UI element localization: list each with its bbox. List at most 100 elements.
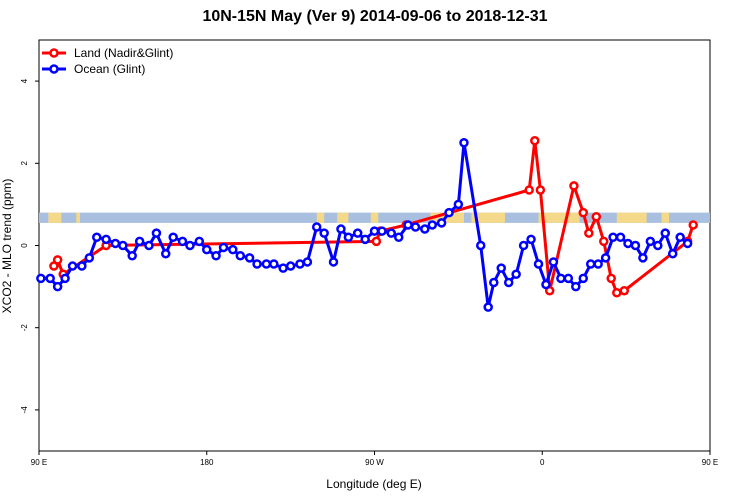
ocean-point — [503, 277, 514, 288]
land-point — [371, 236, 382, 247]
ocean-point — [194, 236, 205, 247]
ocean-point — [436, 218, 447, 228]
ocean-point — [92, 232, 102, 243]
land-segment — [616, 212, 647, 223]
ocean-point — [352, 228, 363, 238]
ocean-point — [608, 232, 618, 243]
y-tick-label: 2 — [20, 161, 29, 166]
land-segment — [370, 212, 379, 223]
ocean-point — [202, 244, 212, 255]
ocean-point — [343, 232, 354, 243]
ocean-legend-label: Ocean (Glint) — [74, 62, 145, 76]
ocean-point — [526, 234, 536, 245]
ocean-point — [328, 257, 339, 267]
ocean-point — [235, 251, 246, 261]
ocean-point — [623, 238, 633, 249]
ocean-point — [548, 257, 559, 267]
ocean-point — [600, 253, 611, 263]
land-point — [606, 273, 616, 284]
ocean-point — [556, 273, 566, 284]
ocean-point — [420, 224, 430, 234]
ocean-point — [302, 257, 313, 267]
ocean-point — [638, 253, 648, 263]
x-tick-label: 180 — [200, 458, 214, 467]
ocean-point — [278, 263, 288, 273]
land-point — [584, 228, 594, 238]
ocean-point — [645, 236, 656, 247]
ocean-point — [475, 240, 486, 251]
x-tick-label: 0 — [540, 458, 545, 467]
land-segment — [471, 212, 505, 223]
x-axis-label: Longitude (deg E) — [326, 477, 421, 491]
ocean-point — [84, 253, 95, 263]
ocean-point — [427, 220, 438, 230]
ocean-point — [511, 269, 521, 280]
ocean-point — [211, 251, 221, 261]
ocean-point — [459, 138, 469, 148]
land-point — [619, 285, 630, 296]
ocean-point — [118, 240, 128, 251]
ocean-point — [585, 259, 596, 269]
ocean-point — [377, 226, 387, 236]
y-tick-label: 4 — [20, 78, 29, 83]
ocean-point — [593, 259, 603, 269]
ocean-point — [252, 259, 262, 269]
ocean-point — [563, 273, 574, 284]
ocean-point — [36, 273, 46, 284]
land-point — [688, 220, 698, 230]
ocean-point — [571, 281, 581, 292]
land-legend-marker — [49, 48, 59, 58]
land-segment — [538, 212, 580, 223]
ocean-point — [228, 244, 238, 255]
land-segment — [76, 212, 81, 223]
land-point — [569, 181, 579, 191]
ocean-point — [67, 261, 78, 271]
ocean-point — [496, 263, 506, 273]
y-axis-label: XCO2 - MLO trend (ppm) — [0, 179, 14, 314]
ocean-point — [403, 220, 413, 230]
ocean-point — [667, 248, 678, 259]
land-point — [599, 236, 609, 247]
land-point — [612, 288, 622, 298]
ocean-point — [295, 259, 305, 269]
ocean-point — [101, 234, 111, 245]
ocean-point — [410, 222, 421, 232]
legend: Land (Nadir&Glint) Ocean (Glint) — [42, 46, 173, 76]
x-tick-label: 90 E — [702, 458, 718, 467]
ocean-point — [60, 273, 70, 284]
ocean-point — [483, 302, 493, 312]
ocean-point — [52, 281, 63, 292]
land-point — [530, 135, 540, 146]
ocean-point — [533, 259, 544, 269]
ocean-point — [45, 273, 55, 284]
land-segment — [48, 212, 62, 223]
ocean-series-line — [40, 141, 689, 309]
ocean-point — [489, 277, 499, 288]
ocean-point — [675, 232, 685, 243]
ocean-point — [134, 236, 145, 247]
x-tick-label: 90 E — [31, 458, 47, 467]
land-point — [524, 185, 534, 195]
ocean-point — [144, 240, 154, 251]
ocean-point — [218, 242, 229, 253]
ocean-point — [319, 228, 329, 238]
ocean-point — [653, 240, 663, 251]
x-tick-label: 90 W — [365, 458, 384, 467]
land-segment — [337, 212, 349, 223]
ocean-point — [682, 238, 693, 249]
ocean-point — [360, 234, 370, 245]
chart-title: 10N-15N May (Ver 9) 2014-09-06 to 2018-1… — [202, 8, 548, 25]
y-tick-label: -2 — [20, 324, 29, 332]
ocean-point — [578, 273, 589, 284]
ocean-point — [127, 251, 137, 261]
ocean-point — [269, 259, 279, 269]
ocean-point — [386, 228, 397, 238]
ocean-point — [615, 232, 626, 243]
ocean-point — [244, 253, 255, 263]
ocean-point — [453, 199, 464, 210]
ocean-point — [285, 261, 296, 271]
y-tick-label: 0 — [20, 243, 29, 248]
ocean-point — [168, 232, 178, 243]
ocean-point — [660, 228, 671, 238]
